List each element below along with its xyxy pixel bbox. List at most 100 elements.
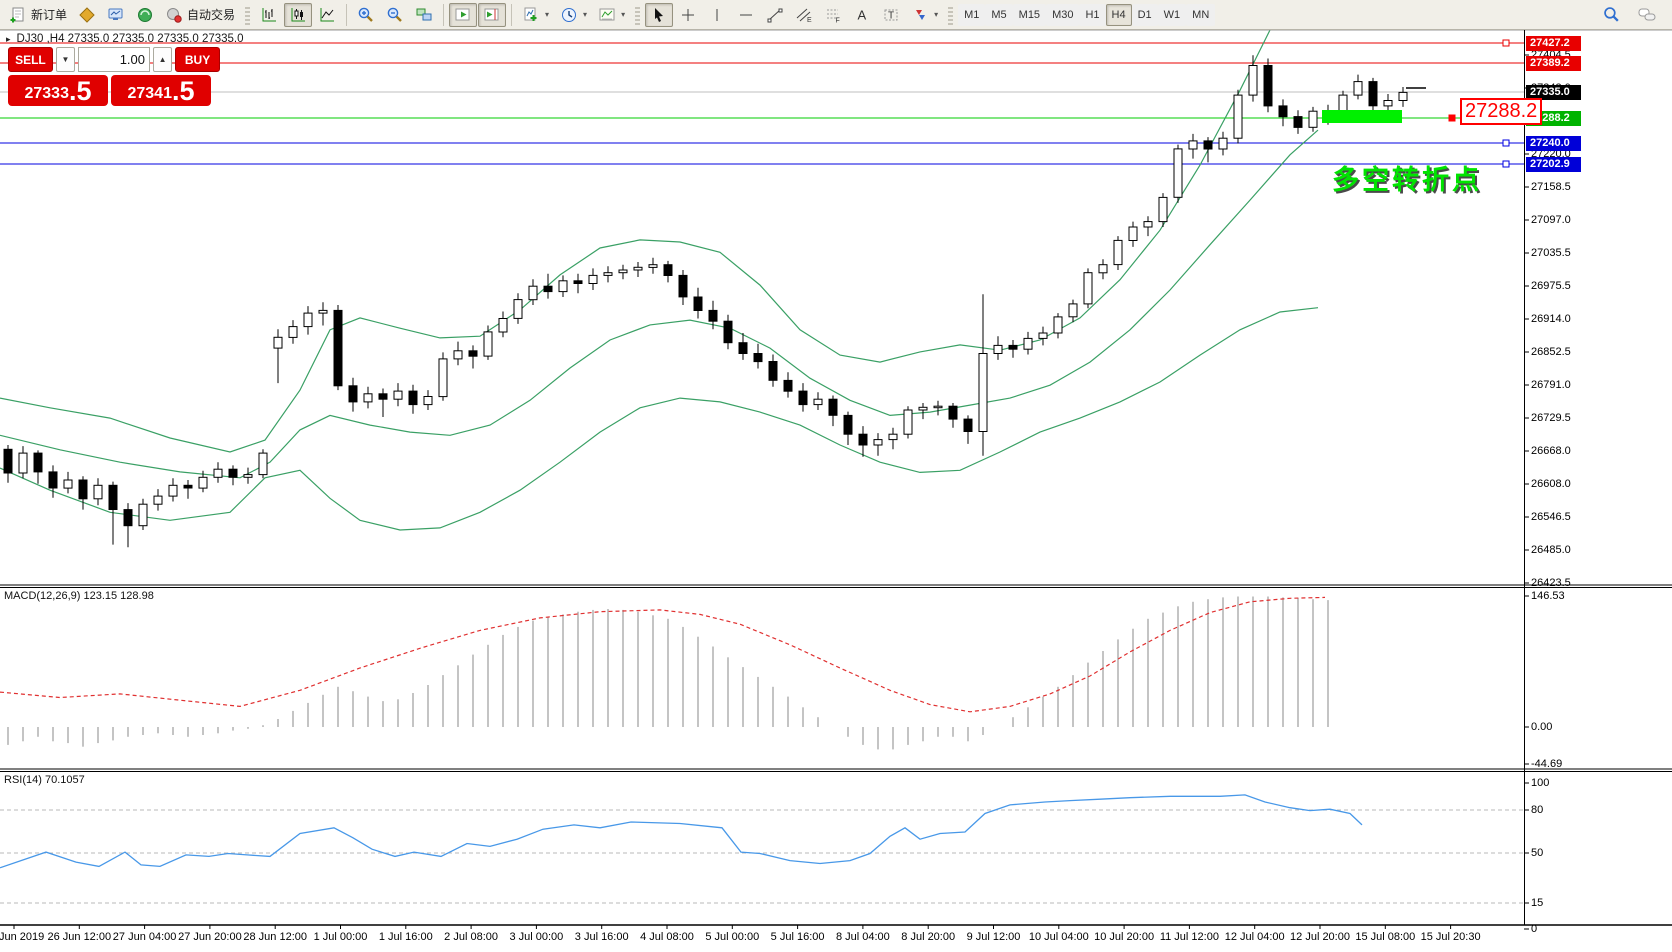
market-watch-icon <box>108 8 123 20</box>
timeframe-button-m5[interactable]: M5 <box>985 3 1013 26</box>
chat-button[interactable] <box>1632 3 1662 27</box>
time-tick-label: 9 Jul 12:00 <box>966 931 1021 943</box>
macd-scale-label: 0.00 <box>1531 721 1553 733</box>
rsi-scale-label: 15 <box>1531 897 1544 909</box>
bid-int: 27333 <box>24 85 69 102</box>
timeframe-button-m15[interactable]: M15 <box>1012 3 1047 26</box>
time-tick-label: 27 Jun 20:00 <box>178 931 242 943</box>
toolbar-separator <box>346 3 348 26</box>
volume-decrease-button[interactable]: ▼ <box>55 47 75 72</box>
one-click-toggle-icon[interactable]: ▸ <box>6 33 11 44</box>
tile-windows-button[interactable] <box>410 3 438 27</box>
navigator-icon <box>138 7 153 22</box>
navigator-button[interactable] <box>131 3 159 27</box>
bollinger-bands <box>0 0 1319 531</box>
periods-button[interactable]: ▾ <box>555 3 592 27</box>
chart-header: ▸ DJ30 ,H4 27335.0 27335.0 27335.0 27335… <box>6 33 244 45</box>
trendline-tool-button[interactable] <box>761 3 789 27</box>
bar-chart-icon <box>262 7 277 21</box>
rsi-scale-label: 100 <box>1531 777 1550 789</box>
timeframe-button-h1[interactable]: H1 <box>1079 3 1106 26</box>
time-tick-label: 8 Jul 04:00 <box>835 931 890 943</box>
line-handle[interactable] <box>1448 114 1456 122</box>
templates-button[interactable]: ▾ <box>593 3 630 27</box>
rsi-scale-label: 0 <box>1531 923 1538 935</box>
timeframe-button-m30[interactable]: M30 <box>1046 3 1080 26</box>
line-handle[interactable] <box>1502 139 1510 147</box>
timeframe-button-d1[interactable]: D1 <box>1131 3 1158 26</box>
new-order-button[interactable]: 新订单 <box>4 3 72 27</box>
time-tick-label: 1 Jul 00:00 <box>313 931 368 943</box>
buy-button[interactable]: BUY <box>175 47 220 72</box>
sell-button[interactable]: SELL <box>8 47 53 72</box>
zoom-in-button[interactable] <box>352 3 380 27</box>
line-chart-button[interactable] <box>313 3 341 27</box>
timeframe-button-h4[interactable]: H4 <box>1105 3 1132 26</box>
arrows-tool-button[interactable]: ▾ <box>906 3 943 27</box>
price-badge: 27335.0 <box>1526 85 1581 100</box>
tile-windows-icon <box>416 8 432 20</box>
horizontal-line-tool-button[interactable] <box>732 3 760 27</box>
horizontal-line-objects <box>0 42 1524 165</box>
crosshair-tool-button[interactable] <box>674 3 702 27</box>
time-tick-label: 8 Jul 20:00 <box>901 931 956 943</box>
volume-increase-button[interactable]: ▲ <box>153 47 173 72</box>
timeframe-button-w1[interactable]: W1 <box>1157 3 1187 26</box>
zoom-out-icon <box>387 7 402 22</box>
charts-icon <box>79 6 95 23</box>
chevron-down-icon: ▾ <box>583 10 588 19</box>
vertical-line-tool-button[interactable] <box>703 3 731 27</box>
text-label-tool-button[interactable]: T <box>877 3 905 27</box>
price-tick-label: 26546.5 <box>1531 511 1571 523</box>
chat-icon <box>1638 8 1656 20</box>
turning-point-annotation[interactable]: 多空转折点 <box>1332 165 1482 195</box>
macd-indicator-label: MACD(12,26,9) 123.15 128.98 <box>4 590 154 602</box>
timeframe-button-m1[interactable]: M1 <box>958 3 986 26</box>
market-watch-button[interactable] <box>102 3 130 27</box>
macd-scale-label: -44.69 <box>1531 758 1563 770</box>
equidistant-channel-tool-button[interactable]: E <box>790 3 818 27</box>
search-button[interactable] <box>1597 3 1626 27</box>
volume-input[interactable] <box>78 47 150 72</box>
templates-icon <box>599 8 615 20</box>
time-tick-label: 25 Jun 2019 <box>0 931 45 943</box>
fibonacci-tool-button[interactable]: F <box>819 3 847 27</box>
timeframe-button-mn[interactable]: MN <box>1186 3 1216 26</box>
auto-scroll-button[interactable] <box>449 2 478 27</box>
cursor-tool-button[interactable] <box>645 2 674 27</box>
zoom-out-button[interactable] <box>381 3 409 27</box>
text-tool-button[interactable]: A <box>848 3 876 27</box>
bid-price-button[interactable]: 27333 .5 <box>8 75 108 106</box>
price-tick-label: 26914.0 <box>1531 313 1571 325</box>
charts-button[interactable] <box>73 3 101 27</box>
price-badge: 27240.0 <box>1526 136 1581 151</box>
time-tick-label: 3 Jul 00:00 <box>509 931 564 943</box>
candlestick-chart-button[interactable] <box>284 2 313 27</box>
new-order-label: 新订单 <box>31 8 68 22</box>
highlight-bar-annotation[interactable] <box>1322 110 1402 123</box>
time-tick-label: 4 Jul 08:00 <box>640 931 694 943</box>
price-tick-label: 26668.0 <box>1531 445 1571 457</box>
chart-shift-button[interactable] <box>478 2 507 27</box>
line-handle[interactable] <box>1502 39 1510 47</box>
time-tick-label: 27 Jun 04:00 <box>112 931 177 943</box>
crosshair-icon <box>682 8 695 21</box>
auto-trading-icon <box>167 7 182 23</box>
toolbar-separator <box>443 3 445 26</box>
search-icon <box>1604 7 1619 22</box>
indicators-button[interactable]: ▾ <box>517 3 554 27</box>
macd-histogram <box>7 596 1329 750</box>
price-tick-label: 27220.0 <box>1531 148 1571 160</box>
macd-signal-line <box>0 596 1326 713</box>
candlesticks <box>3 55 1408 548</box>
ask-price-button[interactable]: 27341 .5 <box>111 75 211 106</box>
bar-chart-button[interactable] <box>255 3 283 27</box>
price-tick-label: 26608.0 <box>1531 478 1571 490</box>
price-tag-annotation[interactable]: 27288.2 <box>1460 98 1543 125</box>
time-tick-label: 12 Jul 04:00 <box>1224 931 1285 943</box>
line-handle[interactable] <box>1502 160 1510 168</box>
macd-scale-label: 146.53 <box>1531 590 1565 602</box>
line-chart-icon <box>320 7 335 21</box>
auto-trading-button[interactable]: 自动交易 <box>160 3 240 27</box>
